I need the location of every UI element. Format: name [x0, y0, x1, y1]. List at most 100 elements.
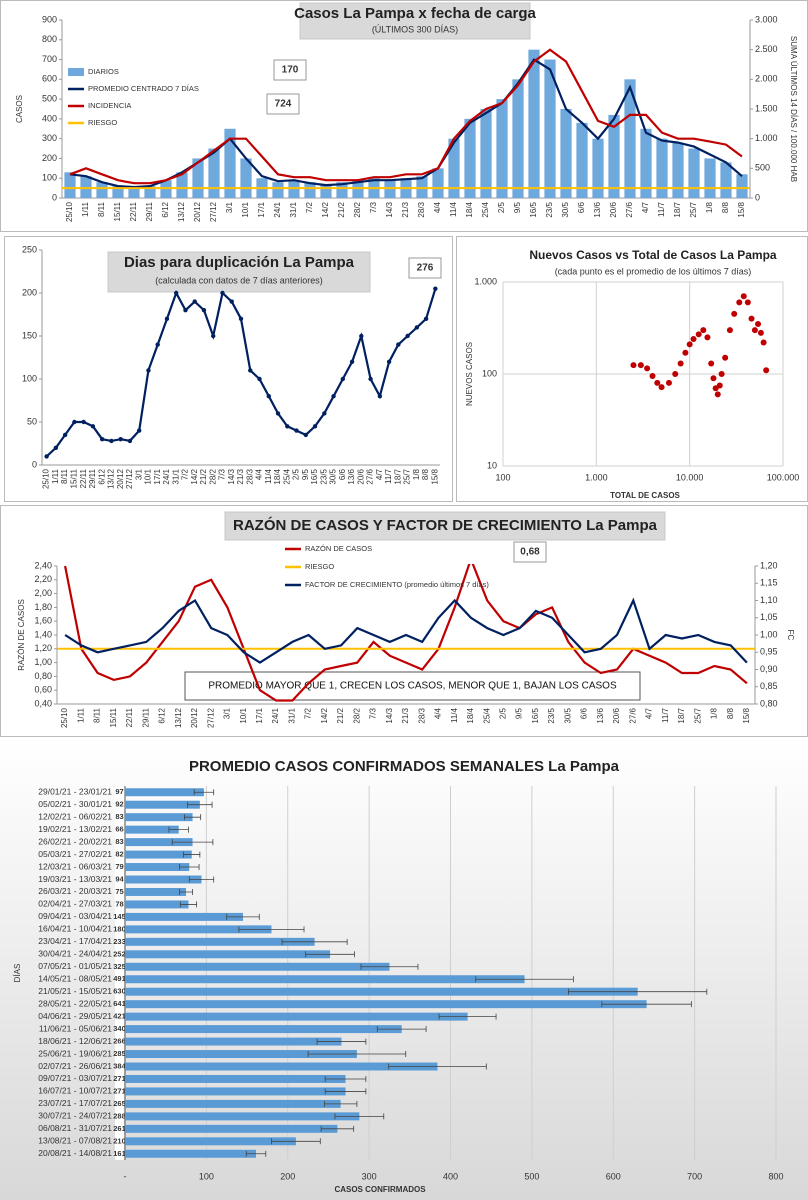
bar [720, 162, 732, 198]
y2-tick-label: 1,10 [760, 595, 778, 605]
bar [640, 128, 652, 198]
x-tick-label: 31/1 [289, 201, 298, 217]
title-box [299, 2, 531, 40]
bar [672, 142, 684, 198]
marker [72, 419, 77, 425]
x-tick-label: 13/6 [596, 707, 605, 723]
marker [414, 325, 420, 330]
bar [704, 158, 716, 198]
value-label: 630 [113, 987, 126, 996]
x-tick-label: 29/11 [145, 201, 154, 221]
point [704, 334, 711, 341]
x-tick-label: 22/11 [125, 707, 134, 727]
y2-tick-label: 1,15 [760, 578, 778, 588]
chart-title: Casos La Pampa x fecha de carga [294, 5, 536, 22]
bar [125, 1087, 346, 1096]
error-bar [360, 963, 419, 970]
chart-subtitle: (calculada con datos de 7 días anteriore… [155, 275, 323, 285]
x-tick-label: 10/1 [144, 468, 153, 484]
x-tick-label: 400 [443, 1171, 458, 1181]
point [744, 299, 751, 306]
bar [432, 168, 444, 198]
error-bar [320, 1125, 355, 1132]
y-tick-label: 1,60 [34, 616, 52, 626]
bar [128, 188, 140, 198]
bar [736, 174, 748, 198]
x-tick-label: 14/3 [227, 468, 236, 484]
point [672, 371, 679, 377]
x-tick-label: 1/11 [76, 707, 85, 723]
point [686, 341, 693, 348]
x-tick-label: 30/5 [329, 468, 338, 484]
y-tick-label: 1.000 [474, 276, 497, 286]
x-tick-label: 9/5 [301, 468, 310, 480]
bar [125, 850, 192, 859]
y-tick-label: 12/02/21 - 06/02/21 [38, 811, 112, 821]
bar [125, 800, 200, 809]
y2-axis-label: FC [786, 630, 795, 641]
error-bar [323, 1100, 358, 1107]
y2-tick-label: 2.000 [755, 74, 778, 84]
x-tick-label: 20/6 [612, 707, 621, 723]
x-tick-label: 16/5 [531, 707, 540, 723]
error-bar [179, 888, 193, 895]
marker [201, 308, 207, 313]
x-tick-label: 24/1 [271, 707, 280, 723]
annotation: 0,68 [520, 547, 540, 558]
bar [64, 172, 76, 198]
legend-label: PROMEDIO CENTRADO 7 DÍAS [88, 84, 199, 93]
error-bar [238, 926, 305, 933]
x-tick-label: 14/2 [320, 707, 329, 723]
marker [257, 376, 262, 382]
y-tick-label: 19/03/21 - 13/03/21 [38, 874, 112, 884]
y2-tick-label: 2.500 [755, 44, 778, 54]
marker [294, 428, 299, 433]
marker [266, 394, 271, 399]
bar [624, 79, 636, 198]
marker [53, 445, 59, 450]
point [722, 354, 729, 361]
legend-swatch [68, 68, 84, 76]
bar [125, 1149, 257, 1158]
y2-axis-label: SUMA ÚLTIMOS 14 DÍAS / 100.000 HAB [789, 36, 798, 182]
x-tick-label: 29/11 [88, 468, 97, 488]
point [716, 382, 723, 389]
x-tick-label: 23/5 [545, 201, 554, 217]
x-tick-label: 17/1 [255, 707, 264, 723]
marker [192, 299, 197, 304]
x-tick-label: 4/7 [641, 201, 650, 213]
bar [125, 1112, 360, 1121]
x-tick-label: 2/5 [499, 707, 508, 719]
x-tick-label: 100 [495, 472, 510, 482]
y-tick-label: 200 [42, 153, 57, 163]
annotation: 276 [417, 263, 434, 274]
bar [528, 49, 540, 198]
error-bar [475, 976, 574, 983]
x-tick-label: 30/5 [563, 707, 572, 723]
point [682, 349, 689, 356]
x-tick-label: 1.000 [585, 472, 608, 482]
legend-label: INCIDENCIA [88, 101, 131, 110]
x-tick-label: 8/8 [726, 707, 735, 719]
y-tick-label: 05/02/21 - 30/01/21 [38, 799, 112, 809]
point [700, 327, 707, 334]
y-tick-label: 1,40 [34, 629, 52, 639]
y-tick-label: 100 [22, 373, 37, 383]
point [755, 320, 762, 327]
x-tick-label: 11/7 [384, 468, 393, 484]
x-tick-label: 13/12 [174, 707, 183, 728]
bar [560, 109, 572, 198]
bar [224, 128, 236, 198]
y2-tick-label: 500 [755, 163, 770, 173]
x-tick-label: 18/4 [466, 707, 475, 723]
marker [368, 376, 373, 382]
x-tick-label: 15/11 [109, 707, 118, 727]
x-tick-label: 15/8 [430, 468, 439, 484]
y-tick-label: 02/04/21 - 27/03/21 [38, 899, 112, 909]
x-tick-label: 6/6 [577, 201, 586, 213]
note: PROMEDIO MAYOR QUE 1, CRECEN LOS CASOS, … [208, 681, 617, 692]
error-bar [324, 1088, 367, 1095]
annotation-box [513, 541, 547, 563]
bar [125, 887, 187, 896]
y-tick-label: 25/06/21 - 19/06/21 [38, 1048, 112, 1058]
